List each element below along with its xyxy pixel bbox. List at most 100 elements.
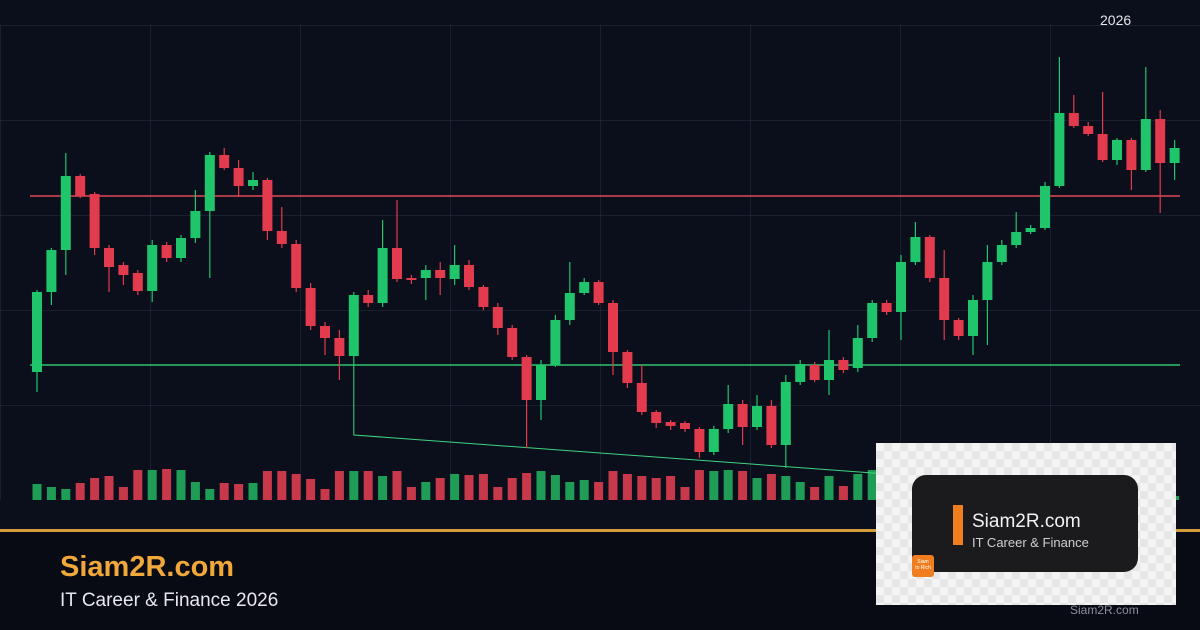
brand-tagline: IT Career & Finance 2026 [60,590,279,611]
candle-body [536,365,546,400]
volume-bar [752,478,762,500]
volume-bar [694,470,704,500]
candle-body [291,244,302,288]
volume-bar [378,476,388,500]
candle-body [651,412,662,423]
volume-bar [666,476,676,500]
volume-bar [853,474,863,500]
card-name: Siam2R.com [972,511,1081,532]
volume-bar [205,489,215,500]
volume-bar [363,471,373,500]
candle-body [608,303,618,352]
candle-body [377,248,388,303]
candle-body [809,365,820,380]
candle-body [89,194,100,248]
candle-body [1126,140,1137,170]
volume-bar [579,480,589,500]
brand-name: Siam2R.com [60,551,235,583]
candle-body [1040,186,1050,228]
candle-body [1083,126,1094,134]
volume-bar [637,476,647,500]
candle-body [262,180,273,231]
candle-body [435,270,446,278]
candle-body [104,248,114,267]
volume-bar [550,475,560,500]
grid-background [0,25,1200,500]
candle-body [665,422,676,426]
volume-bar [493,487,503,500]
candle-body [1054,113,1065,186]
logo-overlay: Siam2R.com IT Career & Finance Siam to R… [876,443,1176,605]
candle-body [752,406,762,427]
candle-body [1169,148,1180,163]
candle-body [147,245,158,291]
candle-body [579,282,590,293]
volume-bar [795,482,805,500]
candle-body [190,211,201,238]
volume-bar [406,487,416,500]
candle-body [348,295,359,356]
volume-bar [90,478,100,500]
candle-body [118,265,129,275]
candle-body [694,429,705,452]
volume-bar [867,470,877,500]
candle-body [636,383,647,412]
candle-body [910,237,921,262]
volume-bar [262,471,272,500]
candle-body [1155,119,1166,163]
volume-bar [277,471,287,500]
candle-body [233,168,244,186]
candle-body [521,357,532,400]
candle-body [248,180,258,186]
candle-body [1097,134,1108,160]
volume-bar [464,475,474,500]
candle-body [896,262,906,312]
volume-bar [594,482,604,500]
volume-bar [176,470,186,500]
volume-bar [306,479,316,500]
candle-body [161,245,172,258]
logo-text: to Rich [915,565,931,571]
logo-badge: Siam to Rich [912,555,934,577]
candle-body [132,273,143,291]
volume-bar [781,476,791,500]
candle-body [852,338,863,368]
volume-bar [219,483,229,500]
candle-body [176,238,186,258]
volume-bar [248,483,258,500]
volume-bar [738,471,748,500]
candle-body [1068,113,1079,126]
volume-bar [190,482,200,500]
candle-body [1140,119,1151,170]
candle-body [737,404,748,427]
candle-body [420,270,431,278]
candle-body [622,352,633,383]
candle-body [305,288,316,326]
candle-body [982,262,993,300]
volume-bar [291,474,301,500]
candle-body [392,248,402,279]
candle-body [881,303,892,312]
volume-bar [147,470,157,500]
volume-bar [608,471,618,500]
candle-body [276,231,287,244]
volume-bar [522,473,532,500]
candle-body [766,406,777,445]
logo-card: Siam2R.com IT Career & Finance Siam to R… [912,475,1138,577]
divider [0,529,1200,532]
candle-body [680,423,690,429]
volume-bar [234,484,244,500]
volume-bar [766,474,776,500]
candle-body [1112,140,1122,160]
volume-bar [162,469,172,500]
watermark: Siam2R.com [1070,603,1139,617]
candle-body [334,338,345,356]
candle-body [838,360,849,370]
volume-bar [723,470,733,500]
candle-body [968,300,978,336]
candle-body [824,360,834,380]
volume-bar [450,474,460,500]
volume-bar [622,474,632,500]
volume-bar [75,483,85,500]
volume-bar [435,478,445,500]
